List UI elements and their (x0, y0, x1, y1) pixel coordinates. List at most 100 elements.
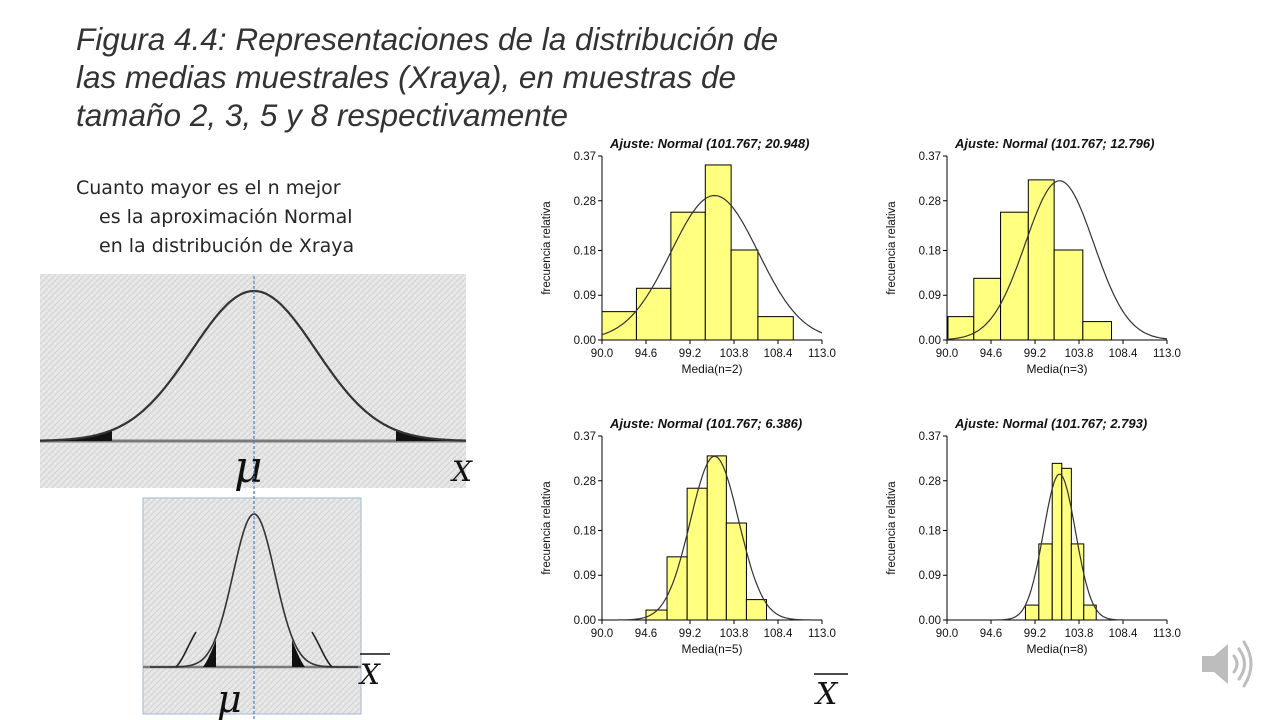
y-tick-label: 0.09 (919, 570, 941, 582)
histogram-panel-1: Ajuste: Normal (101.767; 20.948) 0.00 0.09… (541, 136, 836, 376)
histogram-bar (670, 211, 706, 341)
y-tick-label: 0.00 (574, 615, 596, 627)
y-tick-label: 0.37 (919, 151, 941, 163)
title-line-3: tamaño 2, 3, 5 y 8 respectivamente (76, 97, 569, 133)
title-line-1: Figura 4.4: Representaciones de la distr… (76, 21, 779, 57)
histogram-bar (706, 455, 727, 621)
histogram-bar (1000, 211, 1029, 341)
x-axis-label: Media(n=2) (681, 362, 742, 376)
x-tick-label: 99.2 (1024, 348, 1046, 360)
x-bar-symbol-right: X (814, 673, 848, 712)
population-right-tail (396, 430, 448, 441)
y-tick-label: 0.37 (574, 431, 596, 443)
x-axis-label: Media(n=5) (681, 642, 742, 656)
y-axis-label: frecuencia relativa (886, 481, 898, 575)
x-tick-label: 113.0 (1153, 628, 1181, 640)
x-tick-label: 103.8 (720, 628, 749, 640)
histogram-bar (704, 164, 732, 341)
population-figure-background (40, 274, 466, 488)
histogram-bar (973, 277, 1002, 341)
x-axis-label: Media(n=3) (1026, 362, 1087, 376)
y-tick-label: 0.18 (919, 245, 941, 257)
y-tick-label: 0.18 (919, 525, 941, 537)
x-tick-label: 99.2 (1024, 628, 1046, 640)
x-bar-symbol-left: X (358, 653, 390, 691)
y-tick-label: 0.28 (574, 196, 596, 208)
x-tick-label: 99.2 (679, 628, 701, 640)
y-tick-label: 0.00 (919, 615, 941, 627)
y-tick-label: 0.37 (574, 151, 596, 163)
sample-mean-normal-figure: μ (142, 497, 362, 720)
fitted-normal-curve (946, 180, 1168, 340)
y-tick-label: 0.09 (919, 290, 941, 302)
x-tick-label: 113.0 (808, 348, 836, 360)
histogram-bar (757, 316, 794, 341)
x-tick-label: 108.4 (764, 628, 793, 640)
histogram-bar (1070, 543, 1085, 621)
chart-title: Ajuste: Normal (101.767; 20.948) (609, 136, 809, 151)
speaker-icon[interactable] (1194, 632, 1258, 696)
x-tick-label: 90.0 (936, 628, 958, 640)
mu-symbol-top: μ (234, 442, 263, 493)
normal-curves-illustration: μ X μ X (40, 274, 473, 720)
y-tick-label: 0.00 (574, 335, 596, 347)
x-tick-label: 94.6 (980, 628, 1002, 640)
y-tick-label: 0.28 (919, 476, 941, 488)
caption-line-3: en la distribución de Xraya (99, 235, 355, 257)
histogram-bar (1051, 462, 1063, 621)
histogram-bar (635, 287, 672, 341)
x-bar-letter-right: X (814, 677, 839, 712)
y-tick-label: 0.28 (919, 196, 941, 208)
histogram-bar (1024, 604, 1040, 621)
x-tick-label: 108.4 (764, 348, 793, 360)
histogram-bar (730, 249, 759, 341)
histogram-panels: Ajuste: Normal (101.767; 20.948) 0.00 0.09… (541, 136, 1181, 656)
chart-title: Ajuste: Normal (101.767; 12.796) (954, 136, 1154, 151)
histogram-bar (745, 599, 768, 621)
chart-title: Ajuste: Normal (101.767; 2.793) (954, 416, 1147, 431)
sample-right-inner-tail (292, 640, 305, 667)
caption-line-2: es la aproximación Normal (99, 206, 353, 228)
x-tick-label: 94.6 (635, 628, 657, 640)
x-tick-label: 113.0 (808, 628, 836, 640)
x-tick-label: 90.0 (936, 348, 958, 360)
x-tick-label: 94.6 (635, 348, 657, 360)
fitted-normal-curve (601, 194, 823, 336)
x-tick-label: 103.8 (1065, 628, 1094, 640)
y-axis-label: frecuencia relativa (541, 481, 553, 575)
histogram-bar (686, 487, 708, 621)
population-density-curve (40, 289, 467, 442)
histogram-bar (1053, 249, 1084, 341)
chart-title: Ajuste: Normal (101.767; 6.386) (609, 416, 802, 431)
x-tick-label: 90.0 (591, 348, 613, 360)
mu-symbol-bottom: μ (217, 677, 242, 720)
y-tick-label: 0.28 (574, 476, 596, 488)
x-tick-label: 103.8 (720, 348, 749, 360)
slide-title: Figura 4.4: Representaciones de la distr… (76, 20, 956, 134)
fitted-normal-curve (617, 455, 812, 621)
histogram-bar (947, 316, 975, 341)
histogram-bar (1038, 543, 1053, 621)
x-tick-label: 99.2 (679, 348, 701, 360)
x-tick-label: 103.8 (1065, 348, 1094, 360)
y-tick-label: 0.09 (574, 290, 596, 302)
y-tick-label: 0.09 (574, 570, 596, 582)
sample-left-outer-curve (175, 631, 197, 668)
sample-figure-background (142, 497, 362, 715)
sample-right-outer-curve (311, 631, 333, 668)
histogram-bar (1083, 604, 1097, 621)
x-tick-label: 94.6 (980, 348, 1002, 360)
caption-text: Cuanto mayor es el n mejor es la aproxim… (76, 174, 406, 261)
x-tick-label: 113.0 (1153, 348, 1181, 360)
y-tick-label: 0.18 (574, 525, 596, 537)
histogram-panel-2: Ajuste: Normal (101.767; 12.796) 0.00 0.09… (886, 136, 1181, 376)
y-axis-label: frecuencia relativa (541, 201, 553, 295)
histogram-bar (725, 522, 747, 621)
y-tick-label: 0.18 (574, 245, 596, 257)
x-symbol-top: X (450, 455, 473, 488)
histogram-panel-3: Ajuste: Normal (101.767; 6.386) 0.00 0.09 0… (541, 416, 836, 656)
histogram-panel-4: Ajuste: Normal (101.767; 2.793) 0.00 0.09 0… (886, 416, 1181, 656)
y-axis-label: frecuencia relativa (886, 201, 898, 295)
sample-left-inner-tail (203, 640, 216, 667)
y-tick-label: 0.37 (919, 431, 941, 443)
